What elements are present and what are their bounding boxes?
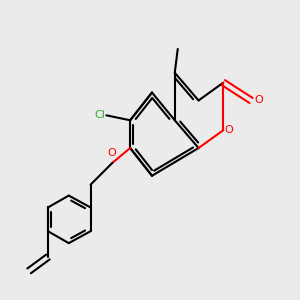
Text: Cl: Cl bbox=[94, 110, 105, 120]
Text: O: O bbox=[254, 95, 263, 106]
Text: O: O bbox=[225, 125, 234, 135]
Text: O: O bbox=[107, 148, 116, 158]
